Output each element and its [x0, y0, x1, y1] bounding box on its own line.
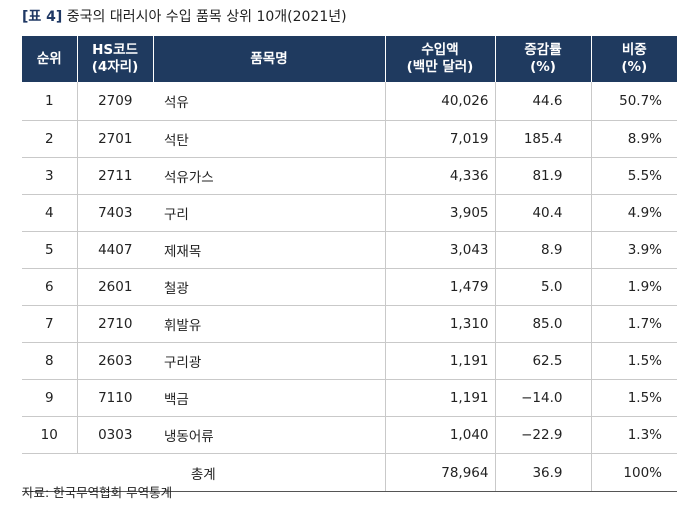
cell-rank: 1	[22, 82, 77, 121]
cell-hs-code: 2601	[76, 268, 153, 306]
table-row: 10 0303 냉동어류 1,040 −22.9 1.3%	[22, 416, 677, 454]
table-row: 2 2701 석탄 7,019 185.4 8.9%	[22, 120, 677, 158]
header-hs-code: HS코드 (4자리)	[76, 36, 153, 82]
header-import-line2: (백만 달러)	[406, 59, 474, 75]
cell-growth-rate: 44.6	[494, 82, 591, 121]
cell-import-amount: 3,905	[384, 194, 495, 232]
cell-hs-code: 4407	[76, 231, 153, 269]
cell-item-name: 냉동어류	[153, 416, 385, 454]
header-growth-line1: 증감률	[524, 42, 562, 58]
cell-import-amount: 1,310	[384, 305, 495, 343]
cell-hs-code: 2710	[76, 305, 153, 343]
cell-hs-code: 2711	[76, 157, 153, 195]
cell-item-name: 석탄	[153, 120, 385, 158]
cell-growth-rate: −22.9	[494, 416, 591, 454]
cell-item-name: 구리	[153, 194, 385, 232]
cell-import-amount: 3,043	[384, 231, 495, 269]
cell-item-name: 석유가스	[153, 157, 385, 195]
cell-hs-code: 2603	[76, 342, 153, 380]
cell-rank: 4	[22, 194, 77, 232]
header-hs-line1: HS코드	[92, 42, 138, 58]
cell-rank: 8	[22, 342, 77, 380]
cell-share: 1.3%	[590, 416, 677, 454]
cell-item-name: 구리광	[153, 342, 385, 380]
cell-share: 1.5%	[590, 379, 677, 417]
table-row: 1 2709 석유 40,026 44.6 50.7%	[22, 82, 677, 121]
total-share: 100%	[590, 453, 677, 492]
cell-share: 8.9%	[590, 120, 677, 158]
header-rank: 순위	[22, 36, 77, 82]
cell-import-amount: 4,336	[384, 157, 495, 195]
cell-growth-rate: 40.4	[494, 194, 591, 232]
cell-growth-rate: 85.0	[494, 305, 591, 343]
cell-growth-rate: 81.9	[494, 157, 591, 195]
cell-share: 4.9%	[590, 194, 677, 232]
cell-import-amount: 1,040	[384, 416, 495, 454]
header-import-line1: 수입액	[421, 42, 459, 58]
cell-rank: 9	[22, 379, 77, 417]
cell-share: 5.5%	[590, 157, 677, 195]
total-growth-rate: 36.9	[494, 453, 591, 492]
cell-item-name: 백금	[153, 379, 385, 417]
header-item-name: 품목명	[152, 36, 385, 82]
table-row: 3 2711 석유가스 4,336 81.9 5.5%	[22, 157, 677, 195]
source-note: 자료: 한국무역협회 무역통계	[22, 485, 173, 500]
table-row: 5 4407 제재목 3,043 8.9 3.9%	[22, 231, 677, 269]
header-hs-line2: (4자리)	[91, 59, 139, 75]
cell-item-name: 휘발유	[153, 305, 385, 343]
cell-import-amount: 40,026	[384, 82, 495, 121]
table-row: 6 2601 철광 1,479 5.0 1.9%	[22, 268, 677, 306]
header-growth-rate: 증감률 (%)	[494, 36, 591, 82]
cell-growth-rate: 5.0	[494, 268, 591, 306]
cell-hs-code: 0303	[76, 416, 153, 454]
header-growth-line2: (%)	[530, 59, 556, 75]
table-row: 8 2603 구리광 1,191 62.5 1.5%	[22, 342, 677, 380]
cell-rank: 10	[22, 416, 77, 454]
cell-import-amount: 7,019	[384, 120, 495, 158]
table-row: 4 7403 구리 3,905 40.4 4.9%	[22, 194, 677, 232]
import-items-table: 순위 HS코드 (4자리) 품목명 수입액 (백만 달러) 증감률 (%) 비중…	[22, 36, 677, 492]
table-row: 9 7110 백금 1,191 −14.0 1.5%	[22, 379, 677, 417]
total-import-amount: 78,964	[384, 453, 495, 492]
cell-item-name: 철광	[153, 268, 385, 306]
cell-share: 1.5%	[590, 342, 677, 380]
cell-share: 1.7%	[590, 305, 677, 343]
cell-hs-code: 2709	[76, 82, 153, 121]
cell-share: 1.9%	[590, 268, 677, 306]
cell-growth-rate: 62.5	[494, 342, 591, 380]
cell-import-amount: 1,191	[384, 379, 495, 417]
cell-hs-code: 7403	[76, 194, 153, 232]
cell-growth-rate: 185.4	[494, 120, 591, 158]
cell-rank: 7	[22, 305, 77, 343]
table-title: [표 4] 중국의 대러시아 수입 품목 상위 10개(2021년)	[22, 6, 347, 28]
cell-rank: 6	[22, 268, 77, 306]
header-share-line1: 비중	[621, 42, 647, 58]
header-share: 비중 (%)	[590, 36, 677, 82]
cell-growth-rate: 8.9	[494, 231, 591, 269]
table-header-row: 순위 HS코드 (4자리) 품목명 수입액 (백만 달러) 증감률 (%) 비중…	[22, 36, 677, 82]
cell-growth-rate: −14.0	[494, 379, 591, 417]
cell-share: 50.7%	[590, 82, 677, 121]
cell-share: 3.9%	[590, 231, 677, 269]
table-title-text: 중국의 대러시아 수입 품목 상위 10개(2021년)	[66, 9, 347, 25]
cell-import-amount: 1,479	[384, 268, 495, 306]
cell-rank: 2	[22, 120, 77, 158]
cell-rank: 5	[22, 231, 77, 269]
table-row: 7 2710 휘발유 1,310 85.0 1.7%	[22, 305, 677, 343]
total-row: 총계 78,964 36.9 100%	[22, 453, 677, 492]
table-number: [표 4]	[22, 9, 63, 25]
cell-item-name: 제재목	[153, 231, 385, 269]
cell-hs-code: 2701	[76, 120, 153, 158]
header-share-line2: (%)	[621, 59, 648, 75]
cell-rank: 3	[22, 157, 77, 195]
total-label: 총계	[22, 453, 385, 492]
cell-import-amount: 1,191	[384, 342, 495, 380]
cell-hs-code: 7110	[76, 379, 153, 417]
cell-item-name: 석유	[153, 82, 385, 121]
header-import-amount: 수입액 (백만 달러)	[384, 36, 495, 82]
